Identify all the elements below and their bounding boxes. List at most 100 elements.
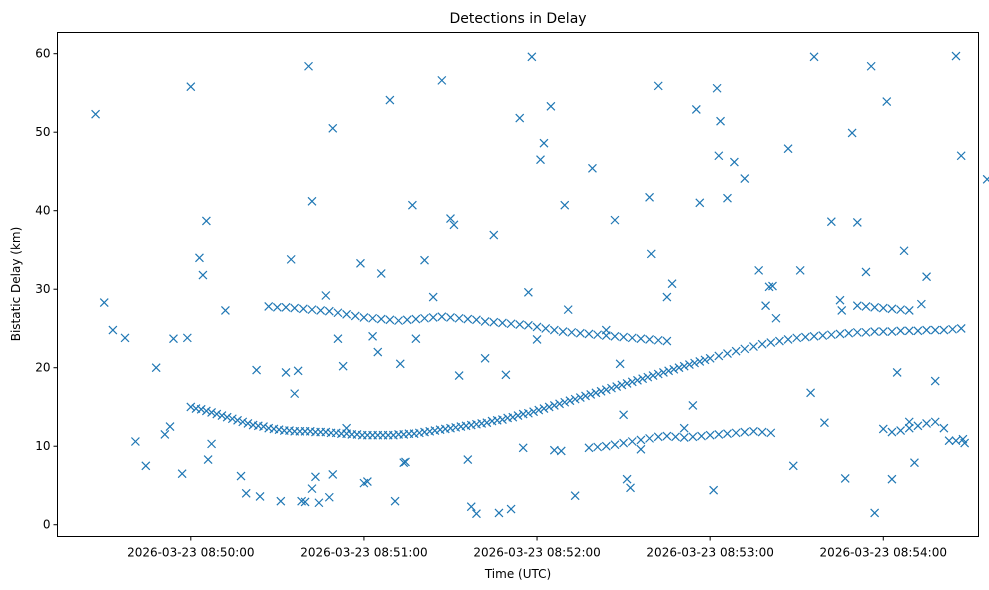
data-point bbox=[899, 246, 909, 256]
data-point bbox=[182, 333, 192, 343]
y-axis: 0 10 20 30 40 50 60 bbox=[35, 47, 58, 532]
data-point bbox=[338, 361, 348, 371]
data-point bbox=[956, 324, 966, 333]
data-point bbox=[714, 351, 724, 361]
data-point bbox=[565, 396, 575, 406]
data-point bbox=[809, 331, 819, 341]
data-point bbox=[913, 326, 923, 336]
data-point bbox=[108, 325, 118, 335]
data-point bbox=[472, 315, 481, 325]
data-point bbox=[420, 313, 429, 323]
data-point bbox=[207, 408, 217, 417]
data-point bbox=[501, 370, 511, 380]
data-point bbox=[916, 299, 926, 309]
data-point bbox=[584, 443, 594, 453]
data-point bbox=[861, 302, 871, 311]
data-point bbox=[904, 423, 914, 433]
data-point bbox=[236, 471, 246, 481]
data-point bbox=[771, 313, 781, 323]
data-point bbox=[837, 305, 847, 315]
data-point bbox=[896, 426, 906, 435]
data-point bbox=[324, 492, 334, 502]
data-point bbox=[904, 417, 914, 427]
data-point bbox=[679, 361, 689, 371]
data-point bbox=[558, 327, 568, 337]
data-point bbox=[749, 426, 758, 436]
data-point bbox=[591, 388, 601, 398]
data-point bbox=[740, 427, 750, 437]
data-point bbox=[610, 331, 620, 341]
data-point bbox=[714, 151, 724, 161]
data-point bbox=[861, 327, 871, 337]
plot-frame bbox=[57, 32, 979, 537]
data-point bbox=[333, 308, 343, 318]
data-point bbox=[238, 417, 248, 427]
data-point bbox=[407, 200, 417, 210]
data-point bbox=[449, 220, 459, 230]
data-point bbox=[446, 313, 455, 322]
data-point bbox=[783, 335, 793, 344]
data-point bbox=[454, 371, 464, 380]
data-point bbox=[321, 291, 331, 300]
data-point bbox=[549, 325, 559, 335]
data-point bbox=[596, 386, 606, 396]
data-point bbox=[662, 336, 672, 346]
data-point bbox=[764, 282, 774, 292]
data-point bbox=[800, 332, 810, 342]
data-point bbox=[658, 368, 668, 377]
data-point bbox=[951, 436, 961, 446]
data-point bbox=[264, 302, 274, 311]
data-point bbox=[394, 316, 403, 326]
data-point bbox=[761, 301, 770, 311]
data-point bbox=[233, 415, 242, 425]
data-point bbox=[581, 391, 590, 401]
data-point bbox=[201, 216, 211, 226]
data-point bbox=[633, 375, 642, 385]
data-point bbox=[878, 303, 888, 313]
data-point bbox=[818, 331, 828, 340]
x-tick-label: 2026-03-23 08:54:00 bbox=[820, 546, 947, 560]
data-point bbox=[601, 441, 611, 451]
data-point bbox=[298, 304, 308, 314]
data-point bbox=[217, 411, 227, 421]
y-tick-label: 60 bbox=[35, 47, 50, 61]
data-point bbox=[870, 327, 880, 337]
data-point bbox=[544, 402, 554, 412]
x-tick-label: 2026-03-23 08:52:00 bbox=[473, 546, 600, 560]
data-point bbox=[221, 305, 230, 315]
data-point bbox=[844, 328, 854, 338]
data-point bbox=[622, 474, 632, 484]
data-point bbox=[362, 477, 372, 486]
data-point bbox=[399, 458, 409, 468]
data-point bbox=[539, 404, 549, 413]
data-point bbox=[556, 446, 566, 456]
data-point bbox=[411, 314, 421, 324]
data-point bbox=[636, 435, 646, 445]
data-point bbox=[619, 332, 629, 342]
data-point bbox=[359, 313, 369, 322]
data-point bbox=[709, 485, 719, 495]
data-point bbox=[679, 433, 689, 443]
data-point bbox=[861, 267, 871, 277]
data-point bbox=[636, 444, 646, 454]
data-point bbox=[645, 192, 654, 202]
data-point bbox=[324, 306, 334, 316]
data-point bbox=[307, 196, 317, 206]
data-point bbox=[960, 438, 970, 448]
data-point bbox=[645, 335, 654, 344]
data-point bbox=[91, 109, 101, 119]
data-point bbox=[667, 279, 677, 289]
data-point bbox=[684, 360, 694, 369]
data-point bbox=[593, 330, 603, 340]
y-tick-label: 0 bbox=[43, 518, 51, 532]
x-tick-label: 2026-03-23 08:51:00 bbox=[300, 546, 427, 560]
data-point bbox=[610, 215, 620, 225]
data-point bbox=[622, 378, 632, 388]
data-point bbox=[385, 95, 395, 105]
data-point bbox=[252, 365, 262, 375]
data-point bbox=[489, 230, 499, 240]
data-point bbox=[904, 326, 914, 336]
data-point bbox=[350, 311, 360, 321]
data-point bbox=[385, 315, 395, 325]
data-point bbox=[555, 399, 564, 409]
